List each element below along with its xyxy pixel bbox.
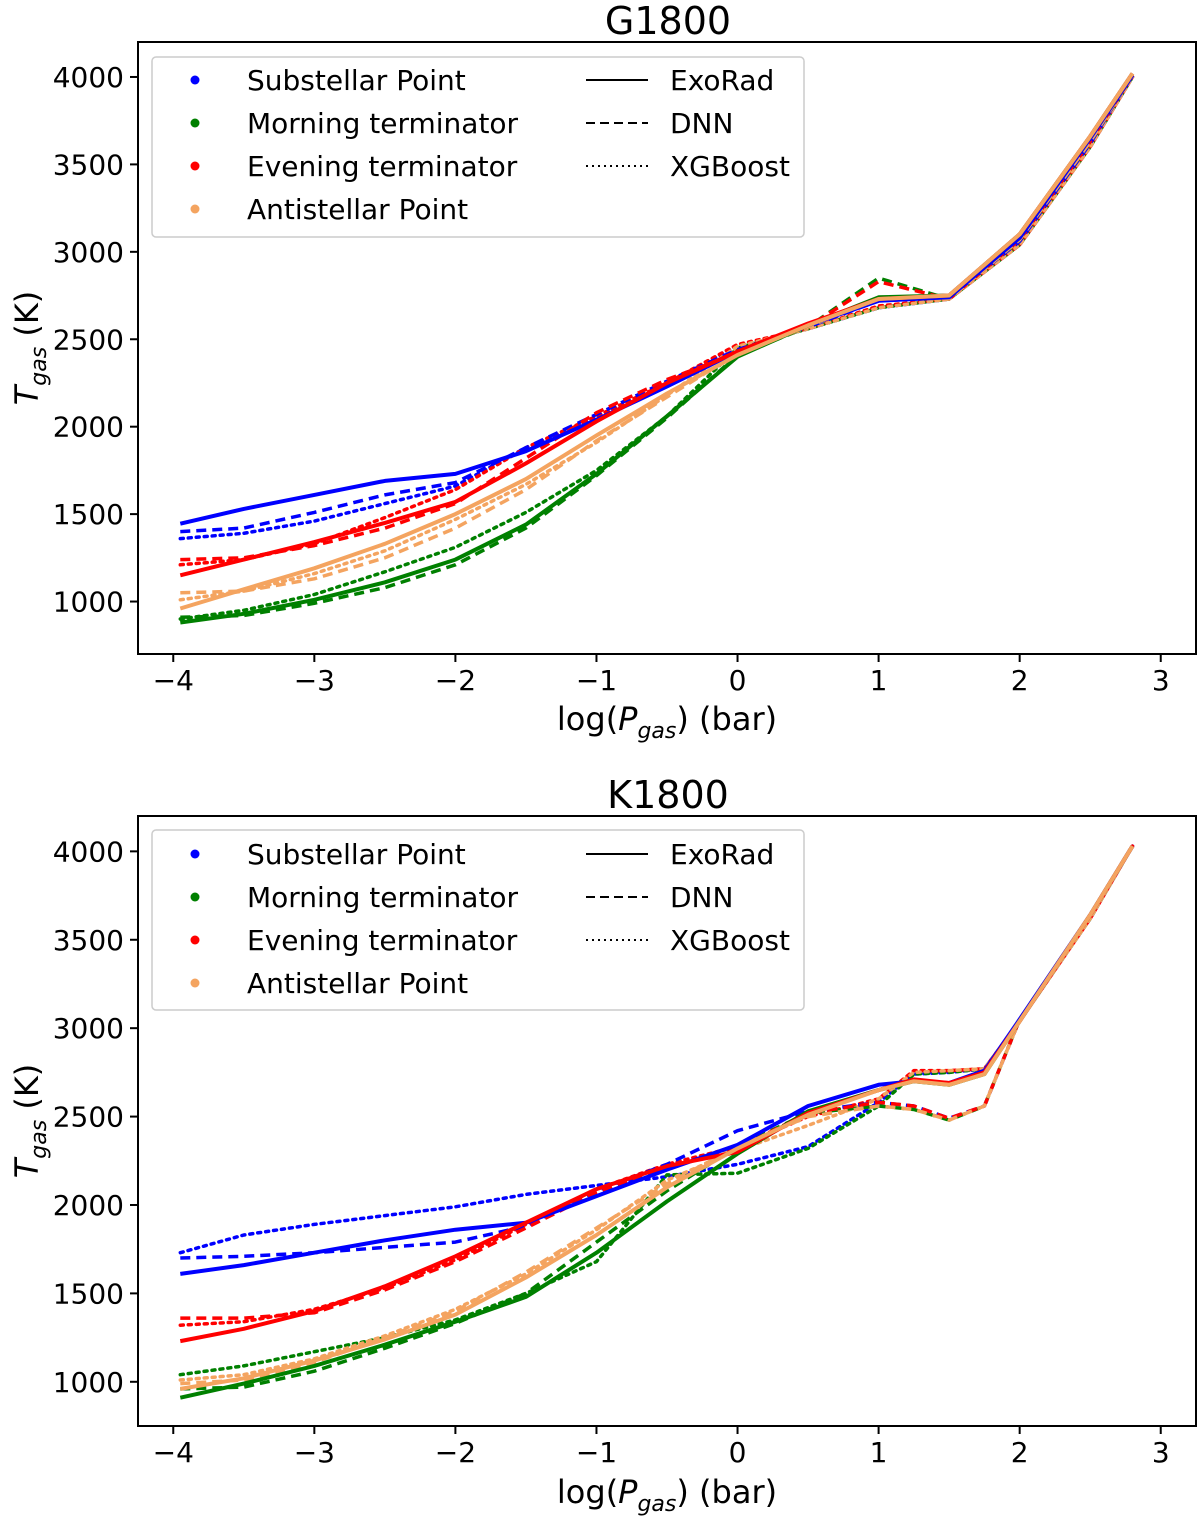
legend-box <box>151 56 805 238</box>
x-tick-label: −1 <box>576 664 617 697</box>
x-axis-ticks: −4 −3 −2 −1 0 1 2 3 <box>153 654 1170 697</box>
y-tick-label: 4000 <box>53 835 124 868</box>
y-axis-label-variable: T <box>8 1156 46 1178</box>
axes-frame <box>137 815 1197 1427</box>
chart-title: K1800 <box>607 773 729 817</box>
x-axis-label-subscript: gas <box>637 719 676 744</box>
axes-frame <box>137 41 1197 655</box>
y-tick-label: 1000 <box>53 586 124 619</box>
x-tick-label: −3 <box>294 664 335 697</box>
y-tick-label: 2500 <box>53 1101 124 1134</box>
legend-marker-evening <box>190 161 200 171</box>
x-axis-label-suffix: ) (bar) <box>676 700 777 738</box>
legend-label-exorad: ExoRad <box>670 838 774 871</box>
y-tick-label: 1000 <box>53 1366 124 1399</box>
series-line-antistellar-exorad <box>179 72 1135 611</box>
x-tick-label: −2 <box>435 1436 476 1469</box>
legend-marker-antistellar <box>190 204 200 214</box>
legend-marker-evening <box>190 935 200 945</box>
plot-area <box>178 72 1135 625</box>
legend: Substellar Point Morning terminator Even… <box>151 829 805 1011</box>
plot-area <box>178 844 1135 1400</box>
legend: Substellar Point Morning terminator Even… <box>151 56 805 238</box>
legend-label-antistellar: Antistellar Point <box>247 967 468 1000</box>
y-axis-ticks: 1000 1500 2000 2500 3000 3500 4000 <box>53 835 138 1399</box>
x-tick-label: 2 <box>1011 664 1029 697</box>
y-tick-label: 2500 <box>53 323 124 356</box>
x-axis-label-subscript: gas <box>637 1492 676 1516</box>
x-tick-label: −2 <box>435 664 476 697</box>
x-tick-label: 3 <box>1152 1436 1170 1469</box>
x-axis-label: log(Pgas) (bar) <box>557 1473 777 1516</box>
legend-label-evening: Evening terminator <box>247 150 518 183</box>
x-tick-label: −3 <box>294 1436 335 1469</box>
y-axis-label-suffix: (K) <box>8 1064 46 1120</box>
legend-box <box>151 829 805 1011</box>
series-line-antistellar-exorad <box>179 845 1135 1391</box>
legend-label-xgboost: XGBoost <box>670 924 790 957</box>
x-axis-label-variable: P <box>618 1473 638 1511</box>
y-axis-label-subscript: gas <box>27 1120 52 1159</box>
y-tick-label: 1500 <box>53 498 124 531</box>
x-tick-label: −1 <box>576 1436 617 1469</box>
series-line-substellar-exorad <box>179 74 1135 526</box>
y-tick-label: 3500 <box>53 148 124 181</box>
legend-label-substellar: Substellar Point <box>247 838 466 871</box>
y-tick-label: 1500 <box>53 1277 124 1310</box>
y-tick-label: 2000 <box>53 1189 124 1222</box>
y-axis-ticks: 1000 1500 2000 2500 3000 3500 4000 <box>53 61 138 619</box>
x-tick-label: 3 <box>1152 664 1170 697</box>
legend-label-dnn: DNN <box>670 107 733 140</box>
x-axis-label-prefix: log( <box>557 1473 618 1511</box>
x-tick-label: 1 <box>870 1436 888 1469</box>
legend-marker-substellar <box>190 849 200 859</box>
chart-title: G1800 <box>605 0 731 43</box>
y-axis-label-variable: T <box>8 383 46 405</box>
x-axis-label-suffix: ) (bar) <box>676 1473 777 1511</box>
legend-label-exorad: ExoRad <box>670 64 774 97</box>
y-tick-label: 2000 <box>53 411 124 444</box>
legend-label-evening: Evening terminator <box>247 924 518 957</box>
x-tick-label: 2 <box>1011 1436 1029 1469</box>
legend-label-substellar: Substellar Point <box>247 64 466 97</box>
x-axis-label: log(Pgas) (bar) <box>557 700 777 744</box>
x-tick-label: 0 <box>729 1436 747 1469</box>
legend-label-morning: Morning terminator <box>247 881 519 914</box>
legend-label-xgboost: XGBoost <box>670 150 790 183</box>
legend-label-dnn: DNN <box>670 881 733 914</box>
y-axis-label-suffix: (K) <box>8 291 46 347</box>
x-axis-label-prefix: log( <box>557 700 618 738</box>
legend-label-morning: Morning terminator <box>247 107 519 140</box>
x-tick-label: 0 <box>729 664 747 697</box>
legend-marker-morning <box>190 892 200 902</box>
y-axis-label: Tgas (K) <box>8 1064 52 1179</box>
y-tick-label: 3000 <box>53 1012 124 1045</box>
series-line-antistellar-xgboost <box>178 75 1135 602</box>
x-tick-label: −4 <box>153 664 194 697</box>
y-tick-label: 3000 <box>53 236 124 269</box>
x-tick-label: −4 <box>153 1436 194 1469</box>
legend-marker-morning <box>190 118 200 128</box>
series-line-morning-dnn <box>180 845 1134 1391</box>
legend-label-antistellar: Antistellar Point <box>247 193 468 226</box>
legend-marker-substellar <box>190 75 200 85</box>
y-axis-label: Tgas (K) <box>8 291 52 406</box>
x-axis-label-variable: P <box>618 700 638 738</box>
x-axis-ticks: −4 −3 −2 −1 0 1 2 3 <box>153 1426 1170 1469</box>
y-tick-label: 4000 <box>53 61 124 94</box>
y-axis-label-subscript: gas <box>27 347 52 386</box>
x-tick-label: 1 <box>870 664 888 697</box>
y-tick-label: 3500 <box>53 924 124 957</box>
legend-marker-antistellar <box>190 978 200 988</box>
